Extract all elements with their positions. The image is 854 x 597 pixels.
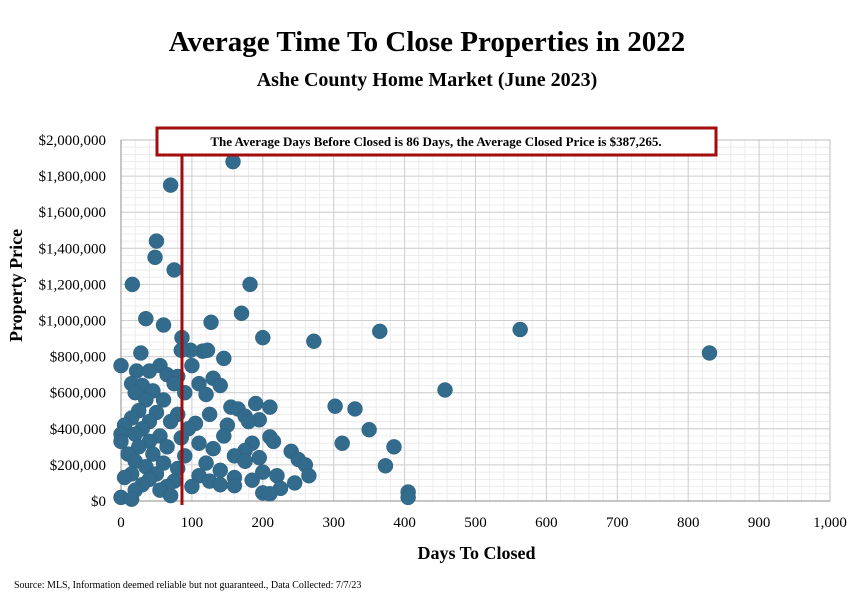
- data-point: [226, 477, 243, 494]
- y-tick-label: $1,000,000: [39, 314, 107, 330]
- data-point: [265, 433, 282, 450]
- data-point: [286, 475, 303, 491]
- data-point: [138, 310, 154, 327]
- data-point: [113, 357, 129, 374]
- data-point: [177, 384, 193, 401]
- x-axis-label: Days To Closed: [417, 543, 535, 563]
- data-point: [201, 406, 218, 423]
- x-tick-label: 700: [606, 515, 629, 531]
- data-point: [301, 467, 317, 484]
- x-tick-label: 300: [322, 515, 345, 531]
- data-point: [155, 455, 172, 471]
- data-point: [184, 478, 200, 495]
- data-point: [123, 491, 140, 507]
- annotation-box: [155, 126, 718, 157]
- data-point: [216, 350, 232, 367]
- data-point: [191, 375, 207, 392]
- y-tick-label: $0: [91, 494, 106, 510]
- data-point: [147, 249, 163, 266]
- data-point: [242, 276, 258, 293]
- x-tick-label: 800: [677, 515, 700, 531]
- x-tick-label: 100: [181, 515, 204, 531]
- data-point: [437, 382, 453, 398]
- data-point: [116, 469, 133, 486]
- data-point: [166, 262, 182, 278]
- data-point: [212, 477, 229, 493]
- data-point: [162, 177, 179, 193]
- data-point: [512, 321, 528, 338]
- y-tick-label: $800,000: [50, 350, 106, 366]
- annotation-text: The Average Days Before Closed is 86 Day…: [210, 134, 661, 149]
- data-point: [262, 486, 278, 502]
- chart-subtitle: Ashe County Home Market (June 2023): [256, 69, 598, 91]
- x-tick-label: 400: [393, 515, 416, 531]
- x-tick-label: 200: [252, 515, 275, 531]
- data-point: [162, 487, 179, 504]
- data-point: [205, 440, 221, 457]
- data-point: [237, 453, 253, 470]
- data-point: [327, 398, 343, 414]
- y-tick-label: $1,200,000: [39, 277, 107, 293]
- data-point: [361, 421, 377, 438]
- data-point: [251, 449, 268, 466]
- data-point: [372, 323, 388, 340]
- y-tick-label: $200,000: [50, 458, 106, 474]
- data-point: [198, 455, 214, 471]
- data-point: [162, 413, 179, 430]
- y-axis-label: Property Price: [6, 229, 26, 342]
- x-tick-label: 1,000: [813, 515, 847, 531]
- data-point: [184, 357, 200, 374]
- x-tick-label: 900: [748, 515, 771, 531]
- data-point: [701, 345, 718, 361]
- data-point: [199, 342, 216, 359]
- data-point: [138, 392, 154, 408]
- y-tick-label: $400,000: [50, 422, 106, 438]
- annotation-group: The Average Days Before Closed is 86 Day…: [155, 126, 718, 157]
- data-point: [244, 472, 260, 488]
- data-point: [212, 377, 229, 394]
- data-point: [145, 446, 161, 462]
- data-point: [148, 233, 165, 249]
- data-point: [306, 333, 322, 350]
- data-point: [262, 399, 278, 415]
- x-tick-label: 0: [117, 515, 125, 531]
- data-point: [255, 329, 271, 346]
- y-tick-label: $600,000: [50, 386, 106, 402]
- data-point: [155, 317, 172, 333]
- tick-labels: 0 100 200 300 400 500 600 700 800 900 1,000 $0 $200,…: [39, 133, 847, 531]
- data-point: [198, 386, 214, 403]
- chart-title: Average Time To Close Properties in 2022: [168, 26, 686, 58]
- data-point: [191, 435, 207, 451]
- y-tick-label: $1,400,000: [39, 241, 107, 257]
- x-tick-label: 600: [535, 515, 558, 531]
- data-point: [347, 401, 363, 417]
- data-point: [240, 413, 257, 430]
- data-point: [141, 363, 158, 379]
- data-point: [400, 489, 416, 506]
- source-note: Source: MLS, Information deemed reliable…: [14, 580, 362, 591]
- data-point: [203, 314, 219, 331]
- data-point: [155, 392, 172, 408]
- x-tick-label: 500: [464, 515, 487, 531]
- y-tick-label: $2,000,000: [39, 133, 107, 149]
- gridlines: [120, 139, 831, 502]
- y-tick-label: $1,600,000: [39, 205, 107, 221]
- data-point: [212, 462, 229, 479]
- data-point: [233, 305, 250, 322]
- data-point: [386, 439, 402, 455]
- y-tick-label: $1,800,000: [39, 169, 107, 185]
- data-point: [247, 395, 264, 412]
- data-point: [113, 433, 129, 450]
- data-point: [133, 345, 149, 361]
- data-point: [334, 435, 350, 451]
- data-points: [113, 153, 718, 507]
- data-point: [159, 439, 175, 455]
- data-point: [124, 276, 141, 293]
- data-point: [216, 428, 232, 444]
- data-point: [377, 458, 394, 474]
